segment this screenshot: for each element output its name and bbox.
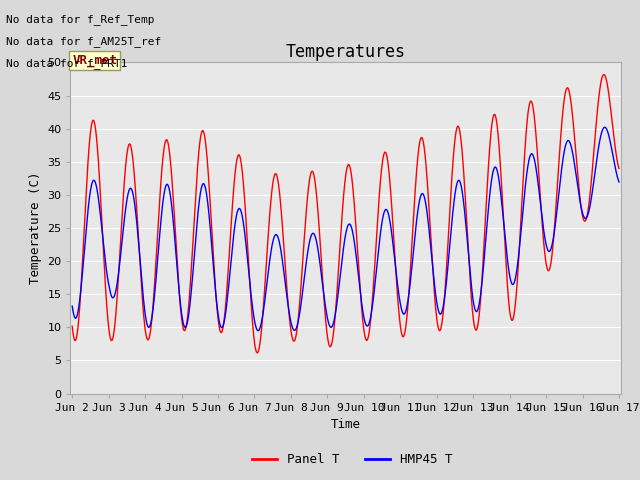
- Panel T: [505, 297, 513, 303]
- HMP45 T: [615, 179, 623, 185]
- Panel T: [600, 72, 607, 77]
- HMP45 T: [567, 143, 575, 148]
- Legend: Panel T, HMP45 T: Panel T, HMP45 T: [247, 448, 457, 471]
- X-axis label: Time: Time: [331, 418, 360, 431]
- Text: No data for f_AM25T_ref: No data for f_AM25T_ref: [6, 36, 162, 47]
- Panel T: [253, 350, 261, 356]
- Panel T: [582, 216, 590, 222]
- Y-axis label: Temperature (C): Temperature (C): [29, 172, 42, 284]
- Panel T: [362, 336, 369, 341]
- Panel T: [615, 166, 623, 171]
- HMP45 T: [362, 321, 369, 326]
- HMP45 T: [582, 216, 590, 221]
- Line: Panel T: Panel T: [72, 74, 619, 353]
- Panel T: [567, 98, 575, 104]
- Panel T: [68, 324, 76, 329]
- HMP45 T: [68, 303, 76, 309]
- Text: VR_met: VR_met: [72, 54, 117, 67]
- HMP45 T: [254, 328, 262, 334]
- HMP45 T: [374, 258, 381, 264]
- Panel T: [221, 312, 228, 318]
- HMP45 T: [505, 266, 513, 272]
- Line: HMP45 T: HMP45 T: [72, 127, 619, 331]
- Text: No data for f_Ref_Temp: No data for f_Ref_Temp: [6, 14, 155, 25]
- Text: No data for f_PRT1: No data for f_PRT1: [6, 58, 128, 69]
- HMP45 T: [601, 124, 609, 130]
- Title: Temperatures: Temperatures: [285, 43, 406, 61]
- Panel T: [374, 221, 381, 227]
- HMP45 T: [221, 316, 228, 322]
